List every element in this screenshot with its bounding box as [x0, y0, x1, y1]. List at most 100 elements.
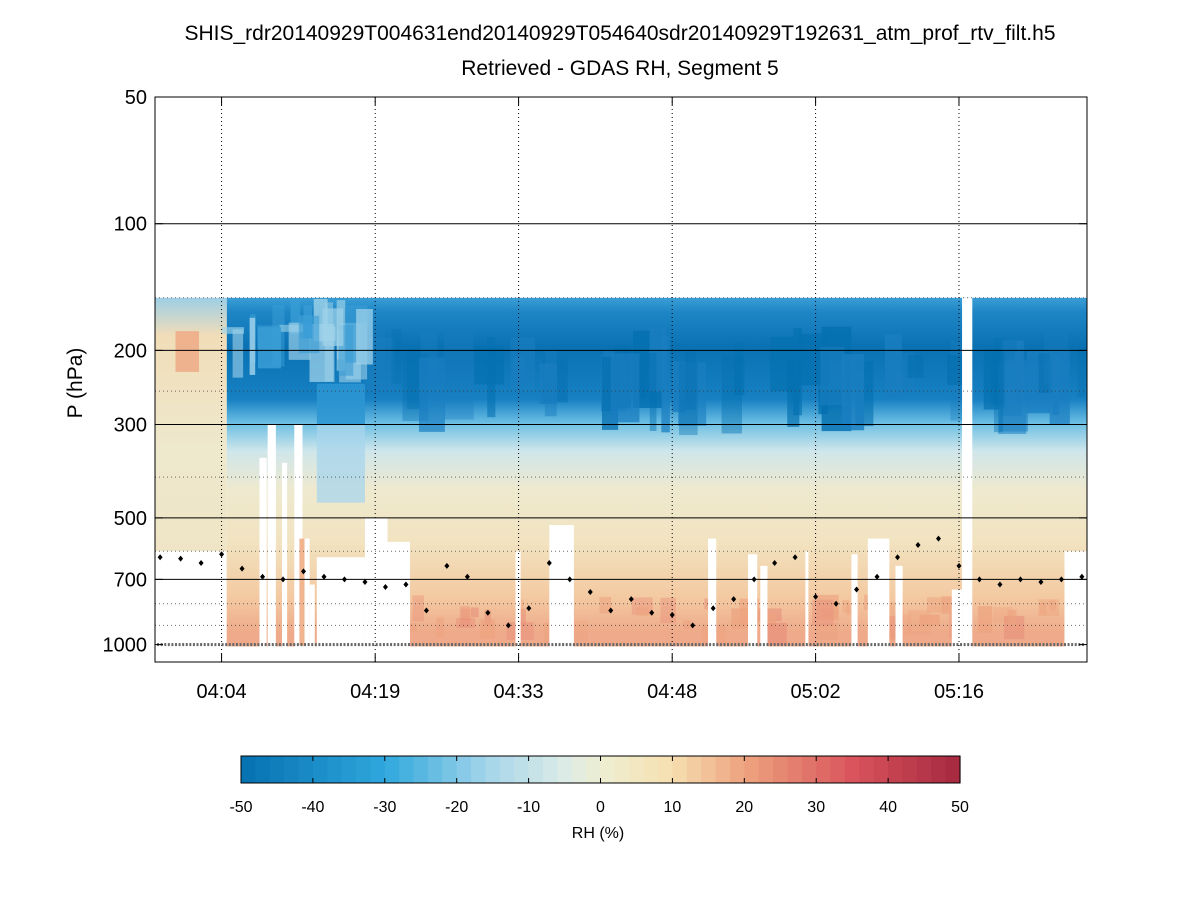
surface-marker	[762, 643, 765, 647]
surface-marker	[361, 643, 364, 647]
surface-marker	[669, 643, 672, 647]
surface-marker	[562, 643, 565, 647]
surface-marker	[615, 643, 618, 647]
surface-marker	[494, 643, 497, 647]
surface-marker	[777, 643, 780, 647]
field-dry-patch	[1077, 342, 1086, 398]
field-dry-patch	[539, 363, 558, 404]
surface-marker	[913, 643, 916, 647]
surface-marker	[719, 643, 722, 647]
colorbar-tick-label: 20	[735, 799, 753, 816]
field-missing-data	[259, 457, 267, 662]
colorbar-segment	[485, 756, 501, 783]
surface-marker	[364, 643, 367, 647]
field-moist-patch	[812, 599, 834, 626]
field-dry-patch	[793, 327, 803, 416]
field-dry-patch	[610, 353, 640, 423]
surface-marker	[200, 643, 203, 647]
surface-marker	[945, 643, 948, 647]
surface-marker	[590, 643, 593, 647]
surface-marker	[472, 643, 475, 647]
surface-marker	[1035, 643, 1038, 647]
field-missing-data	[747, 554, 758, 662]
surface-marker	[881, 643, 884, 647]
colorbar-segment	[471, 756, 487, 783]
colorbar-segment	[356, 756, 372, 783]
surface-marker	[511, 643, 514, 647]
surface-marker	[343, 643, 346, 647]
field-moist-patch	[816, 622, 838, 641]
surface-marker	[626, 643, 629, 647]
diamond-marker	[997, 581, 1003, 588]
field-light-patch	[356, 309, 373, 365]
surface-marker	[942, 643, 945, 647]
field-light-patch	[257, 327, 282, 369]
surface-marker	[451, 643, 454, 647]
y-tick-label: 1000	[103, 635, 148, 657]
field-dry-patch	[406, 348, 421, 410]
diamond-marker	[301, 568, 307, 575]
colorbar-segment	[816, 756, 832, 783]
surface-marker	[813, 643, 816, 647]
diamond-marker	[526, 605, 532, 612]
surface-marker	[253, 643, 256, 647]
field-moist-patch	[846, 603, 857, 616]
colorbar-segment	[801, 756, 817, 783]
surface-marker	[1046, 643, 1049, 647]
diamond-marker	[1058, 576, 1064, 583]
surface-marker	[422, 643, 425, 647]
diamond-marker	[772, 560, 778, 567]
surface-marker	[458, 643, 461, 647]
field-moist-patch	[459, 606, 470, 628]
surface-marker	[999, 643, 1002, 647]
surface-marker	[497, 643, 500, 647]
surface-marker	[805, 643, 808, 647]
field-missing-data	[851, 554, 858, 662]
surface-marker	[264, 643, 267, 647]
colorbar-segment	[312, 756, 328, 783]
surface-marker	[379, 643, 382, 647]
surface-marker	[583, 643, 586, 647]
field-missing-data	[760, 565, 768, 662]
surface-marker	[243, 643, 246, 647]
colorbar-tick-label: -50	[229, 799, 252, 816]
surface-marker	[924, 643, 927, 647]
diamond-marker	[833, 600, 839, 607]
surface-marker	[759, 643, 762, 647]
surface-marker	[296, 643, 299, 647]
colorbar-segment	[773, 756, 789, 783]
field-moist-patch	[1038, 599, 1059, 617]
surface-marker	[909, 643, 912, 647]
field-missing-data	[962, 297, 973, 662]
colorbar-segment	[873, 756, 889, 783]
colorbar-segment	[701, 756, 717, 783]
surface-marker	[770, 643, 773, 647]
surface-marker	[651, 643, 654, 647]
surface-marker	[1060, 643, 1063, 647]
surface-marker	[576, 643, 579, 647]
field-missing-data	[708, 538, 717, 662]
surface-marker	[823, 643, 826, 647]
surface-marker	[350, 643, 353, 647]
surface-marker	[397, 643, 400, 647]
diamond-marker	[1079, 573, 1085, 580]
surface-marker	[899, 643, 902, 647]
diamond-marker	[874, 573, 880, 580]
surface-marker	[196, 643, 199, 647]
surface-marker	[332, 643, 335, 647]
colorbar-segment	[787, 756, 803, 783]
surface-marker	[329, 643, 332, 647]
surface-marker	[454, 643, 457, 647]
surface-marker	[289, 643, 292, 647]
colorbar-segment	[715, 756, 731, 783]
y-tick-label: 50	[125, 87, 147, 109]
colorbar-segment	[456, 756, 472, 783]
surface-marker	[963, 643, 966, 647]
colorbar-segment	[269, 756, 285, 783]
surface-marker	[311, 643, 314, 647]
surface-marker	[293, 643, 296, 647]
diamond-marker	[280, 576, 286, 583]
surface-marker	[558, 643, 561, 647]
field-missing-data	[364, 517, 388, 662]
diamond-marker	[669, 611, 675, 618]
